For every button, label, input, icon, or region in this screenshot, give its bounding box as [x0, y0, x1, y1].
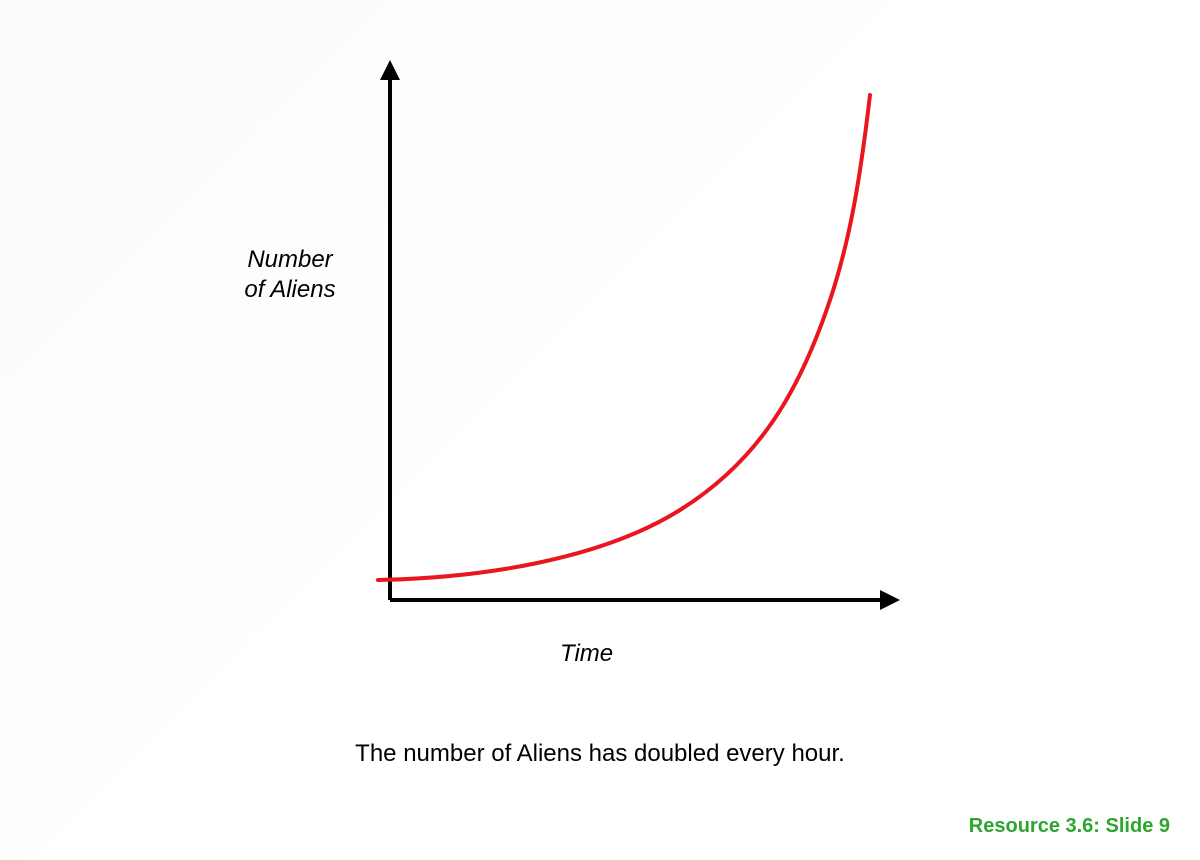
chart-svg [360, 60, 900, 630]
footer-text: Resource 3.6: Slide 9 [969, 815, 1170, 838]
y-axis-label-line2: of Aliens [244, 276, 335, 303]
y-axis-label: Number of Aliens [215, 245, 365, 305]
x-axis-label: Time [560, 640, 613, 668]
x-axis-arrow [880, 590, 900, 610]
exponential-curve [378, 95, 870, 580]
caption-text: The number of Aliens has doubled every h… [0, 740, 1200, 768]
chart-container [360, 60, 900, 630]
y-axis-label-line1: Number [247, 246, 332, 273]
y-axis-arrow [380, 60, 400, 80]
